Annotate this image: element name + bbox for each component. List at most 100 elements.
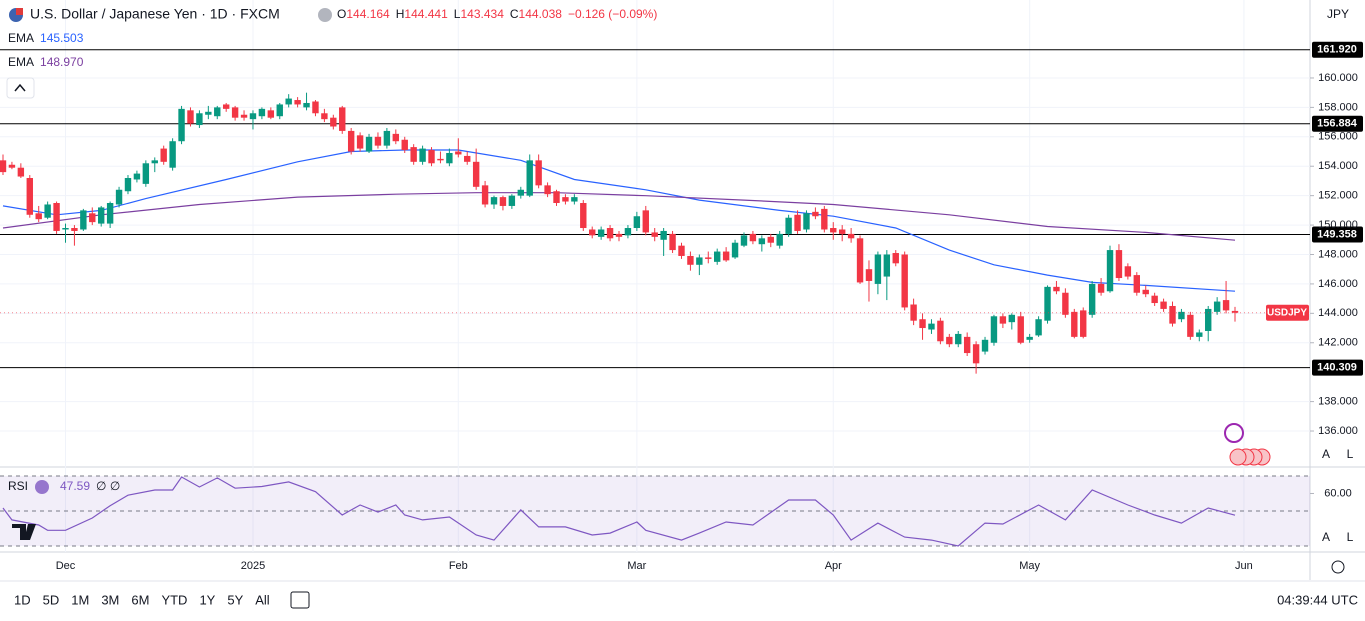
rsi-tick-label: 60.00	[1324, 487, 1352, 499]
range-button[interactable]: All	[255, 592, 270, 607]
symbol-badge-label: USDJPY	[1267, 307, 1307, 318]
level-badge	[1312, 41, 1363, 58]
candle-body	[580, 203, 587, 229]
ohlc-legend: O144.164 H144.441 L143.434 C144.038 −0.126 (…	[337, 7, 657, 21]
candle-body	[928, 323, 935, 330]
candle-body	[508, 195, 516, 206]
candle-body	[71, 228, 78, 231]
candle-body	[651, 232, 658, 237]
symbol-badge	[1266, 304, 1309, 321]
log-scale-button[interactable]: L	[1347, 447, 1354, 461]
candle-body	[660, 230, 667, 240]
candle-body	[330, 117, 337, 127]
range-button[interactable]: 3M	[101, 592, 119, 607]
candle-body	[437, 158, 444, 161]
auto-scale-button[interactable]: A	[1322, 530, 1330, 544]
candle-body	[258, 108, 266, 117]
candle-body	[749, 233, 757, 242]
candle-body	[1053, 286, 1060, 292]
candle-body	[526, 160, 533, 196]
candle-body	[1124, 266, 1132, 277]
candle-body	[249, 113, 257, 120]
y-tick-label: 158.000	[1318, 101, 1358, 113]
candle-body	[169, 141, 176, 168]
ema-name: EMA	[8, 31, 34, 45]
candle-body	[222, 104, 230, 109]
candle-body	[1115, 250, 1123, 279]
candle-body	[17, 167, 25, 177]
range-button[interactable]: 5Y	[227, 592, 243, 607]
candle-body	[812, 211, 819, 217]
collapse-button[interactable]	[6, 77, 35, 99]
price-scale	[1310, 0, 1365, 580]
settings-icon[interactable]	[1331, 560, 1345, 574]
x-tick-label: Dec	[56, 560, 76, 572]
range-button[interactable]: 1D	[14, 592, 31, 607]
ohlc-value: 143.434	[460, 7, 504, 21]
candle-body	[1071, 311, 1078, 337]
rsi-icon[interactable]	[35, 480, 49, 494]
date-range-icon[interactable]	[290, 591, 310, 609]
candle-body	[740, 235, 748, 246]
candle-body	[472, 161, 480, 187]
candle-body	[946, 336, 953, 345]
currency-button[interactable]: JPY	[1327, 7, 1349, 21]
candle-body	[1160, 301, 1167, 309]
candle-body	[1231, 310, 1239, 313]
y-tick-label: 148.000	[1318, 248, 1358, 260]
event-flag[interactable]	[1229, 448, 1247, 466]
x-tick-label: Apr	[825, 560, 842, 572]
auto-scale-button[interactable]: A	[1322, 447, 1330, 461]
candle-body	[794, 214, 801, 231]
candle-body	[696, 257, 703, 265]
event-icon[interactable]	[1224, 423, 1244, 443]
level-badge	[1312, 359, 1363, 376]
candle-body	[963, 336, 971, 354]
candle-body	[1008, 314, 1016, 323]
x-tick-label: Jun	[1235, 560, 1253, 572]
ema-name: EMA	[8, 55, 34, 69]
candle-body	[999, 316, 1007, 324]
candle-body	[374, 136, 382, 146]
candle-body	[499, 197, 507, 206]
range-button[interactable]: 1M	[71, 592, 89, 607]
plot: 161.920 156.884 149.358 140.309 USDJPY	[0, 41, 1363, 547]
ohlc-key: C	[510, 7, 519, 21]
candle-body	[1169, 305, 1176, 324]
ohlc-value: 144.164	[346, 7, 390, 21]
x-tick-label: Mar	[627, 560, 646, 572]
range-button[interactable]: 1Y	[199, 592, 215, 607]
candle-body	[205, 111, 212, 115]
candle-body	[838, 229, 846, 234]
rsi-value-number: 47.59	[60, 479, 90, 493]
log-scale-button[interactable]: L	[1347, 530, 1354, 544]
candle-body	[687, 255, 694, 265]
tv-logo	[12, 524, 36, 540]
candle-body	[990, 316, 998, 343]
candle-body	[1106, 250, 1114, 292]
candle-body	[124, 177, 132, 192]
candle-body	[553, 191, 560, 204]
ema-label: EMA 145.503	[8, 31, 84, 45]
range-button[interactable]: 5D	[43, 592, 60, 607]
candle-body	[106, 203, 114, 224]
range-button[interactable]: 6M	[131, 592, 149, 607]
candle-body	[214, 107, 221, 117]
candle-body	[312, 101, 319, 114]
candle-body	[642, 210, 649, 233]
candle-body	[678, 245, 685, 256]
candle-body	[240, 114, 248, 118]
candle-body	[1080, 310, 1087, 337]
ema-line	[2, 149, 1236, 292]
candle-body	[44, 204, 51, 218]
candle-body	[535, 160, 542, 186]
candle-body	[303, 102, 310, 108]
level-label: 140.309	[1317, 362, 1357, 374]
candle-body	[392, 133, 400, 142]
candle-body	[383, 130, 391, 146]
y-tick-label: 160.000	[1318, 72, 1358, 84]
candle-body	[410, 147, 417, 162]
range-button[interactable]: YTD	[161, 592, 187, 607]
market-status	[318, 8, 332, 22]
